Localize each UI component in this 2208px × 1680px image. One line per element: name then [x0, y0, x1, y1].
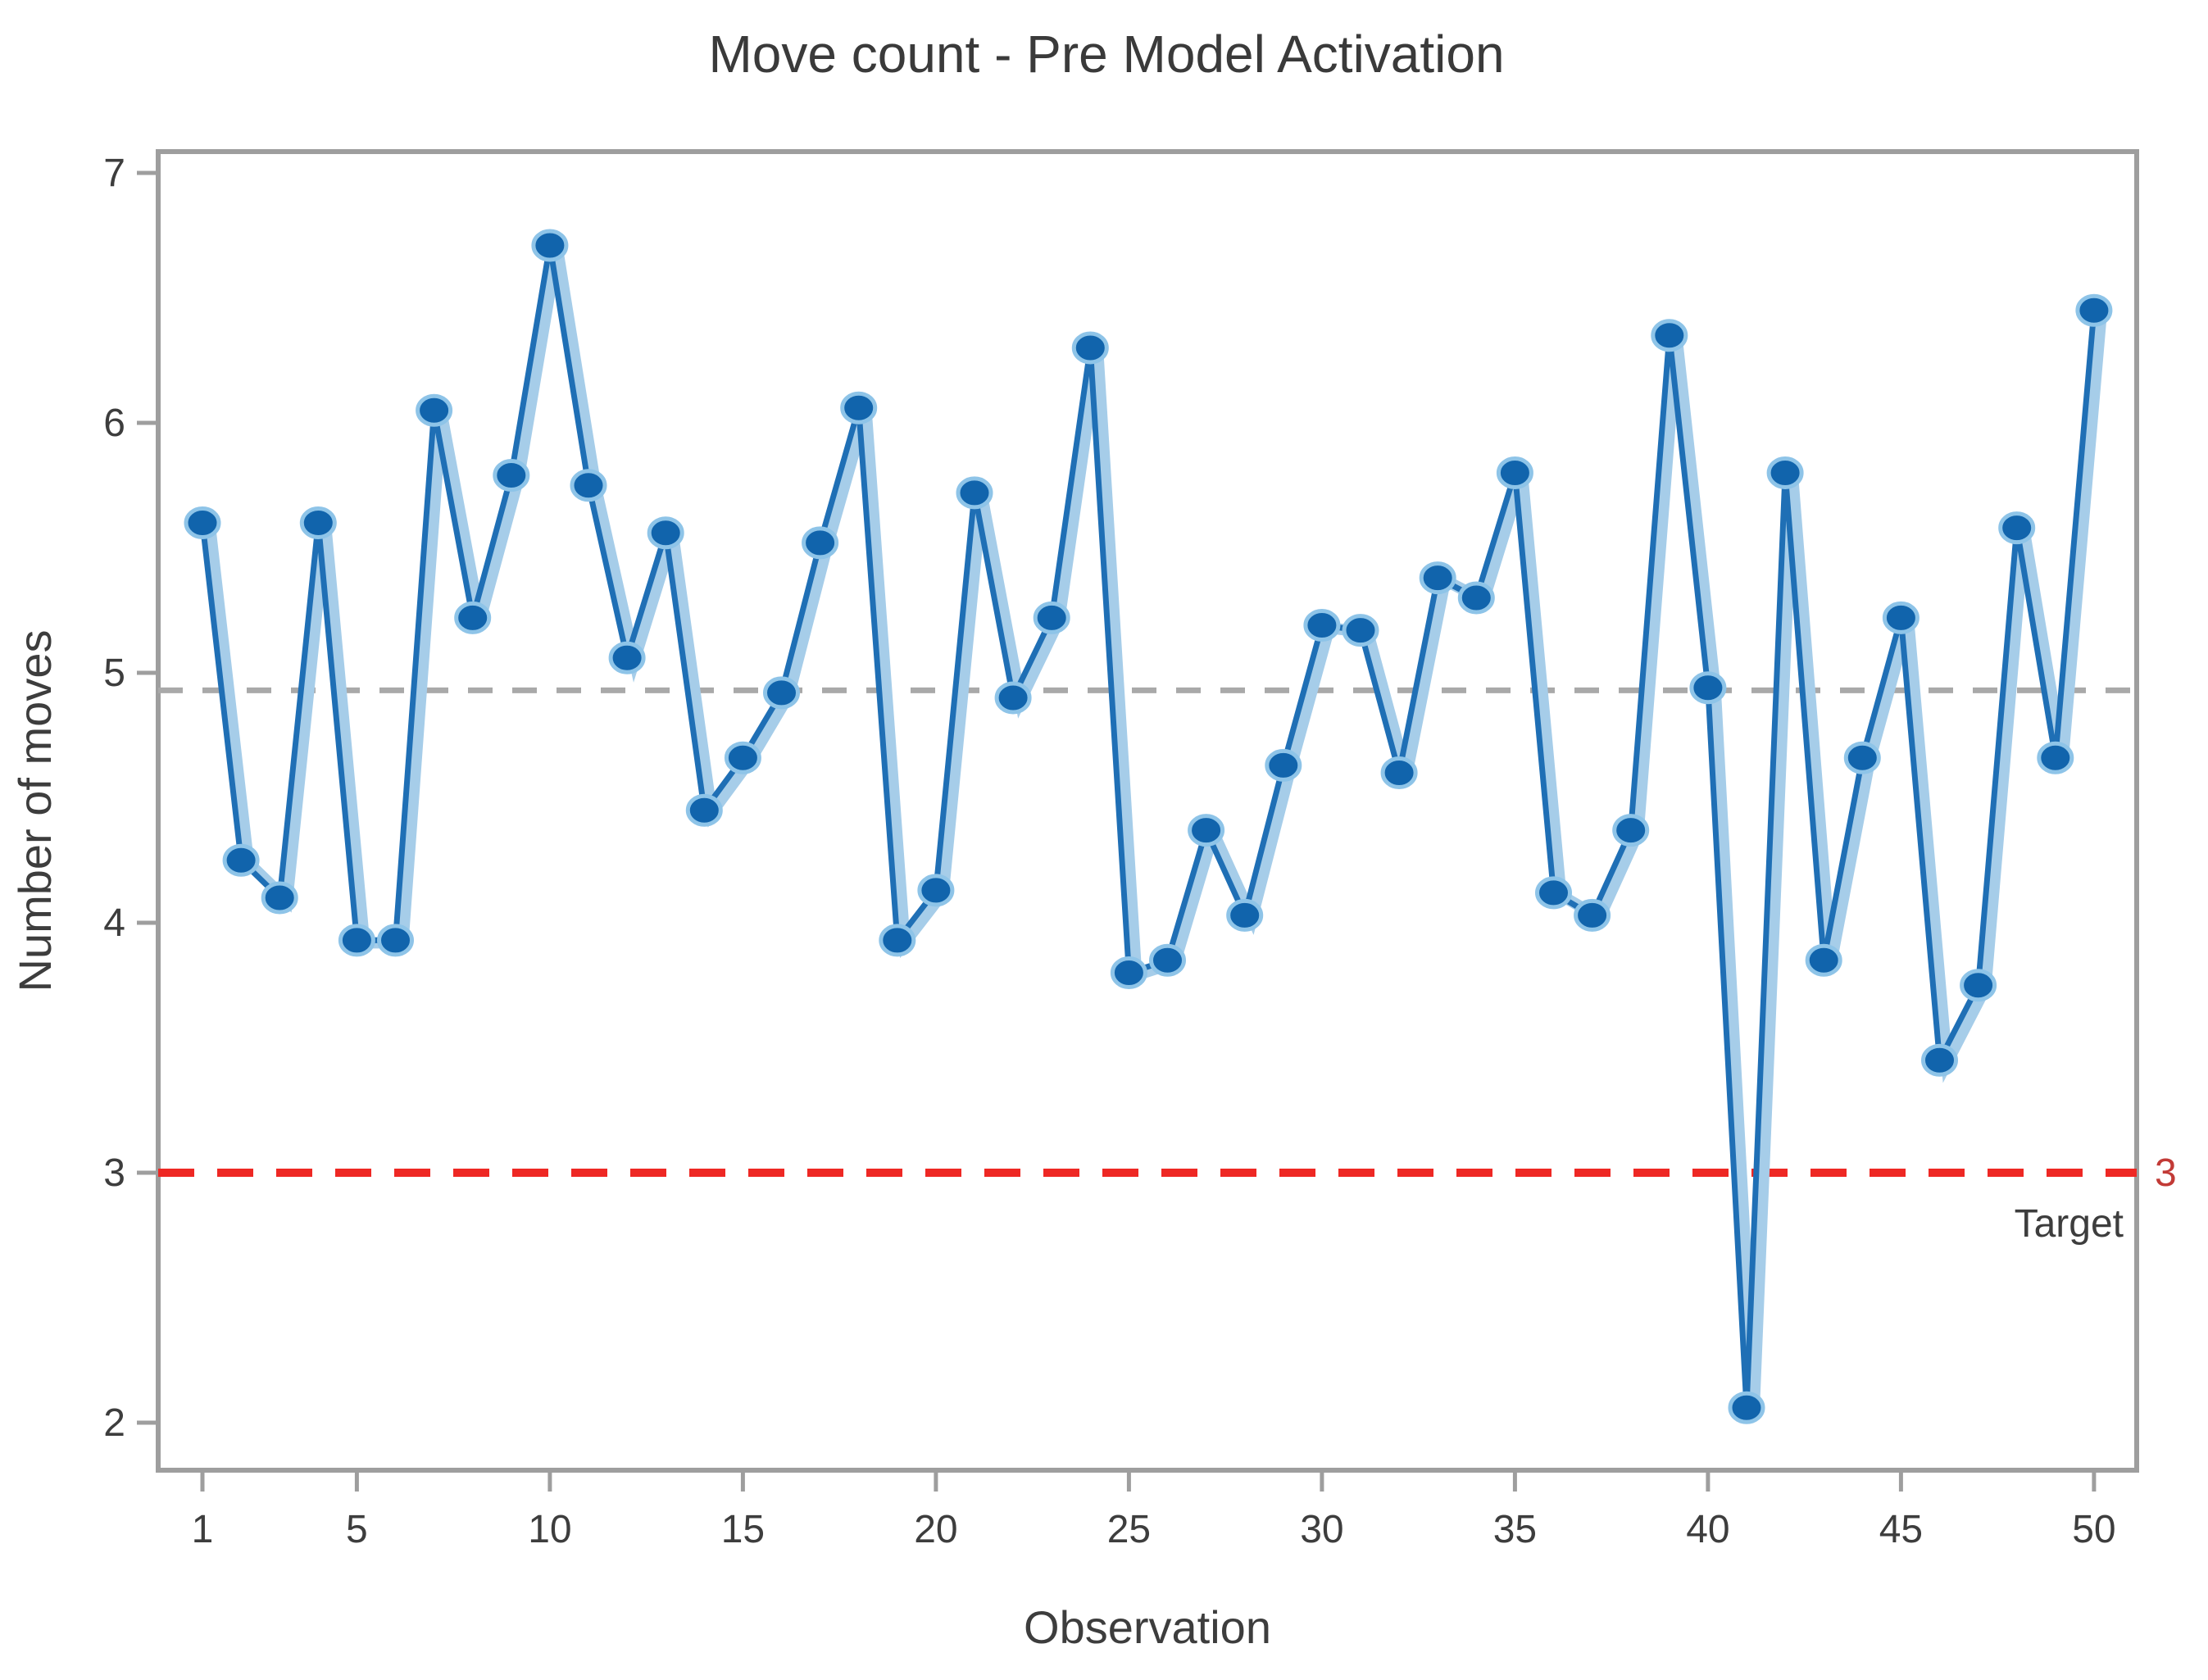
- data-point-obs-46: [1921, 1043, 1958, 1077]
- x-axis-title: Observation: [1024, 1601, 1271, 1653]
- target-value-label: 3: [2155, 1151, 2177, 1195]
- data-point-obs-37: [1574, 898, 1611, 932]
- data-point-obs-26: [1149, 943, 1186, 977]
- data-point-obs-22: [994, 681, 1032, 715]
- data-point-obs-13: [647, 516, 684, 550]
- data-point-obs-40: [1689, 671, 1727, 705]
- data-point-obs-30: [1303, 609, 1341, 642]
- x-tick-label: 40: [1686, 1508, 1729, 1551]
- x-tick-label: 45: [1879, 1508, 1923, 1551]
- data-point-obs-42: [1766, 456, 1804, 489]
- x-tick-label: 1: [192, 1508, 214, 1551]
- data-point-obs-48: [1998, 511, 2036, 545]
- data-point-obs-1: [184, 506, 221, 539]
- data-point-obs-18: [840, 391, 878, 425]
- data-point-obs-9: [493, 459, 530, 493]
- data-point-obs-8: [454, 601, 492, 634]
- data-point-obs-34: [1457, 581, 1495, 615]
- x-tick-label: 20: [914, 1508, 957, 1551]
- y-tick-label: 3: [103, 1151, 125, 1195]
- plot-border: [156, 149, 2139, 1473]
- series-line-halo: [204, 247, 2107, 1411]
- data-point-obs-14: [685, 793, 723, 827]
- x-tick-label: 10: [528, 1508, 571, 1551]
- data-point-obs-7: [416, 393, 453, 427]
- data-point-obs-44: [1843, 741, 1881, 774]
- data-point-obs-21: [956, 476, 993, 510]
- data-point-obs-50: [2075, 293, 2113, 327]
- data-point-obs-12: [608, 641, 646, 674]
- data-point-obs-17: [802, 526, 839, 560]
- y-tick-label: 5: [103, 652, 125, 695]
- data-point-obs-33: [1419, 561, 1456, 595]
- data-point-obs-32: [1380, 756, 1418, 789]
- data-point-obs-19: [879, 924, 916, 957]
- data-point-obs-49: [2037, 741, 2074, 774]
- data-point-obs-25: [1110, 956, 1147, 989]
- data-point-obs-24: [1071, 331, 1109, 365]
- data-point-obs-23: [1033, 601, 1070, 634]
- y-axis-title: Number of moves: [9, 630, 61, 992]
- x-tick-label: 30: [1300, 1508, 1343, 1551]
- data-point-obs-4: [299, 506, 337, 539]
- y-tick-label: 6: [103, 402, 125, 445]
- data-point-obs-16: [763, 676, 800, 710]
- data-point-obs-47: [1960, 969, 1997, 1002]
- series-line: [199, 244, 2097, 1408]
- data-point-obs-20: [917, 874, 955, 907]
- data-point-obs-28: [1226, 898, 1264, 932]
- y-tick-label: 4: [103, 901, 125, 945]
- data-point-obs-36: [1535, 876, 1572, 910]
- x-tick-label: 35: [1493, 1508, 1537, 1551]
- data-point-obs-3: [261, 881, 298, 915]
- data-point-obs-10: [531, 229, 569, 262]
- data-point-obs-39: [1651, 319, 1688, 352]
- target-label: Target: [2015, 1202, 2124, 1246]
- data-point-obs-41: [1728, 1391, 1765, 1424]
- data-point-obs-27: [1188, 814, 1225, 847]
- x-tick-label: 15: [721, 1508, 765, 1551]
- data-point-obs-35: [1496, 456, 1533, 489]
- data-point-obs-6: [377, 924, 414, 957]
- chart-title: Move count - Pre Model Activation: [708, 25, 1504, 84]
- data-point-obs-43: [1805, 943, 1842, 977]
- data-point-obs-45: [1882, 601, 1920, 634]
- x-tick-label: 25: [1107, 1508, 1151, 1551]
- data-point-obs-5: [338, 924, 375, 957]
- x-tick-label: 50: [2072, 1508, 2115, 1551]
- data-point-obs-2: [222, 843, 260, 877]
- data-point-obs-11: [570, 469, 607, 502]
- x-tick-label: 5: [346, 1508, 368, 1551]
- y-tick-label: 2: [103, 1401, 125, 1445]
- data-point-obs-38: [1612, 814, 1650, 847]
- data-point-obs-29: [1265, 748, 1302, 782]
- data-point-obs-15: [724, 741, 761, 774]
- data-point-obs-31: [1342, 614, 1379, 647]
- y-tick-label: 7: [103, 152, 125, 195]
